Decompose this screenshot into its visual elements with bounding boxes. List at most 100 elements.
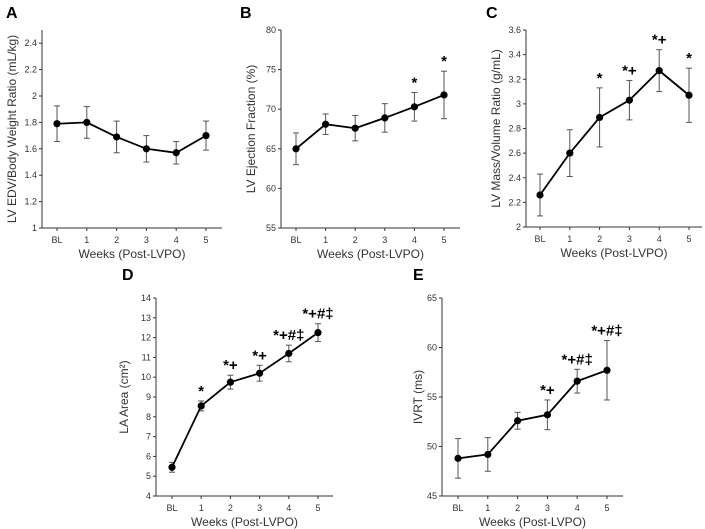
y-axis-label: IVRT (ms) (411, 370, 425, 424)
x-tick-label: BL (290, 235, 301, 245)
x-tick-label: 2 (353, 235, 358, 245)
data-point (381, 114, 389, 122)
x-tick-label: 3 (627, 234, 632, 244)
data-point (256, 369, 264, 377)
y-tick-label: 65 (266, 144, 276, 154)
x-axis-label: Weeks (Post-LVPO) (317, 247, 424, 261)
data-point (197, 402, 205, 410)
significance-annotation: *+ (252, 347, 267, 364)
data-point (543, 411, 552, 419)
x-tick-label: 5 (315, 503, 320, 513)
panel-a: A 1 1.2 1.4 1.6 1.8 2 2.2 2.4 BL 1 2 3 4 5 Weeks (Post-… (5, 5, 222, 261)
y-tick-label: 1.6 (24, 144, 37, 154)
y-tick-label: 13 (141, 313, 151, 323)
y-axis-label: LV Mass/Volume Ratio (g/mL) (489, 49, 503, 208)
y-tick-label: 75 (266, 65, 276, 75)
y-tick-label: 2.2 (508, 197, 521, 207)
x-tick-label: 1 (485, 503, 490, 513)
data-point (172, 149, 180, 157)
x-tick-label: 1 (323, 235, 328, 245)
significance-annotation: * (441, 53, 447, 70)
panel-label: D (122, 267, 134, 284)
y-tick-label: 2.8 (508, 124, 521, 134)
x-tick-label: 3 (382, 235, 387, 245)
data-point (351, 124, 359, 132)
y-axis-label: LV Ejection Fraction (%) (244, 65, 258, 194)
x-tick-label: 2 (114, 235, 119, 245)
x-tick-label: 4 (174, 235, 179, 245)
data-point (314, 329, 322, 337)
y-tick-label: 60 (427, 343, 437, 353)
significance-annotation: * (198, 383, 204, 400)
x-tick-label: BL (534, 234, 545, 244)
x-tick-label: 5 (604, 503, 609, 513)
y-tick-label: 80 (266, 25, 276, 35)
y-tick-label: 7 (146, 432, 151, 442)
x-tick-label: 5 (686, 234, 691, 244)
panel-b: B 55 60 65 70 75 80 BL 1 2 3 4 5 Weeks (Post-LVPO) LV … (240, 5, 460, 261)
y-tick-label: 55 (266, 223, 276, 233)
x-axis-label: Weeks (Post-LVPO) (479, 515, 586, 529)
y-tick-label: 1 (32, 223, 37, 233)
x-tick-label: 4 (657, 234, 662, 244)
y-tick-label: 9 (146, 392, 151, 402)
y-tick-label: 2.6 (508, 148, 521, 158)
series-line (457, 369, 608, 460)
data-point (53, 120, 61, 128)
x-tick-label: 1 (567, 234, 572, 244)
x-tick-label: 3 (144, 235, 149, 245)
x-tick-label: 3 (545, 503, 550, 513)
x-tick-label: BL (166, 503, 177, 513)
y-tick-label: 70 (266, 104, 276, 114)
data-point (322, 120, 330, 128)
data-point (596, 113, 604, 122)
y-tick-label: 2 (32, 91, 37, 101)
panel-label: B (240, 5, 252, 22)
data-point (454, 454, 462, 462)
x-tick-label: 1 (84, 235, 89, 245)
panel-c: C 2 2.2 2.4 2.6 2.8 3 3.2 3.4 3.6 BL 1 2 3 4 5 Weeks (Po… (486, 5, 702, 260)
x-tick-label: 5 (441, 235, 446, 245)
x-tick-label: BL (51, 235, 62, 245)
panel-label: A (6, 5, 18, 22)
x-tick-label: 2 (228, 503, 233, 513)
panel-label: C (486, 5, 498, 22)
significance-annotation: * (686, 50, 692, 67)
data-point (514, 417, 522, 425)
x-axis-label: Weeks (Post-LVPO) (561, 246, 668, 260)
y-tick-label: 60 (266, 183, 276, 193)
x-tick-label: 4 (412, 235, 417, 245)
data-point (83, 118, 91, 126)
significance-annotation: *+#‡ (273, 327, 304, 344)
y-axis-label: LV EDV/Body Weight Ratio (mL/kg) (5, 35, 19, 223)
data-point (410, 103, 418, 111)
significance-annotation: *+ (622, 62, 637, 79)
significance-annotation: *+ (652, 32, 667, 49)
data-point (625, 96, 634, 104)
significance-annotation: *+ (540, 382, 555, 399)
x-tick-label: 4 (286, 503, 291, 513)
significance-annotation: * (411, 75, 417, 92)
x-tick-label: 1 (199, 503, 204, 513)
y-tick-label: 3 (516, 99, 521, 109)
x-tick-label: 2 (597, 234, 602, 244)
y-tick-label: 2.2 (24, 65, 37, 75)
significance-annotation: *+#‡ (302, 306, 333, 323)
data-point (226, 378, 234, 386)
data-point (168, 463, 176, 471)
y-tick-label: 1.8 (24, 117, 37, 127)
significance-annotation: *+#‡ (591, 323, 622, 340)
y-tick-label: 2.4 (24, 38, 37, 48)
y-tick-label: 3.2 (508, 74, 521, 84)
x-tick-label: BL (452, 503, 463, 513)
y-tick-label: 11 (142, 352, 151, 362)
y-tick-label: 6 (146, 451, 151, 461)
data-point (566, 149, 574, 157)
y-tick-label: 2 (516, 222, 521, 232)
data-point (292, 145, 300, 153)
data-point (685, 91, 693, 99)
y-tick-label: 55 (427, 392, 437, 402)
data-point (440, 91, 448, 99)
